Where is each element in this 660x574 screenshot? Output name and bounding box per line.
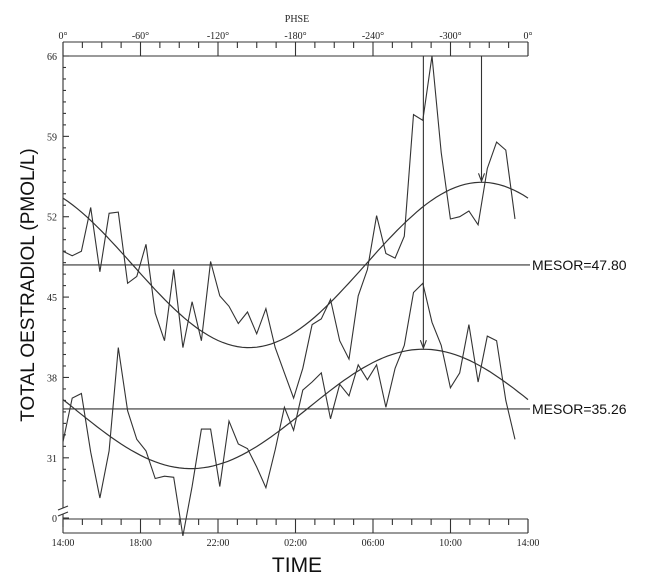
cosinor-curve-1 <box>62 181 529 349</box>
y-axis: 0 31 38 45 52 59 66 <box>47 52 69 525</box>
time-tick-label: 14:00 <box>52 538 75 549</box>
phase-tick-label: -300° <box>439 31 461 42</box>
phase-tick-label: -240° <box>362 31 384 42</box>
y-tick-label: 59 <box>47 132 57 143</box>
cosinor-curve-2 <box>62 348 529 470</box>
y-tick-label: 31 <box>47 454 57 465</box>
time-tick-label: 14:00 <box>517 538 540 549</box>
acrophase-arrows <box>419 56 486 350</box>
acrophase-arrowhead-1 <box>477 173 486 183</box>
time-tick-label: 22:00 <box>207 538 230 549</box>
plot-frame <box>57 55 528 527</box>
phase-tick-label: -60° <box>132 31 149 42</box>
mesor-label-2: MESOR=35.26 <box>532 401 627 417</box>
phase-tick-label: -180° <box>284 31 306 42</box>
series-line-2 <box>62 282 516 537</box>
y-axis-title: TOTAL OESTRADIOL (PMOL/L) <box>18 148 39 421</box>
data-series <box>62 55 516 537</box>
phase-axis-title: PHSE <box>285 14 309 25</box>
y-tick-label: 45 <box>47 293 57 304</box>
y-tick-label: 66 <box>47 52 57 63</box>
y-tick-label: 0 <box>52 514 57 525</box>
phase-tick-label: 0° <box>524 31 533 42</box>
time-tick-label: 18:00 <box>129 538 152 549</box>
cosinor-fits <box>62 181 529 470</box>
phase-tick-label: 0° <box>59 31 68 42</box>
mesor-label-1: MESOR=47.80 <box>532 257 627 273</box>
axis-break-mark <box>57 505 69 511</box>
phase-tick-label: -120° <box>207 31 229 42</box>
y-tick-label: 52 <box>47 213 57 224</box>
x-axis-title: TIME <box>272 554 322 574</box>
y-tick-label: 38 <box>47 373 57 384</box>
time-tick-label: 06:00 <box>362 538 385 549</box>
acrophase-arrowhead-2 <box>419 340 427 350</box>
mesor-lines: MESOR=47.80 MESOR=35.26 <box>63 257 627 417</box>
phase-axis: 0° -60° -120° -180° -240° -300° 0° <box>59 31 533 57</box>
axis-break-mark <box>57 511 69 517</box>
series-line-1 <box>62 55 516 400</box>
time-tick-label: 02:00 <box>284 538 307 549</box>
time-tick-label: 10:00 <box>439 538 462 549</box>
time-axis: 14:00 18:00 22:00 02:00 06:00 10:00 14:00 <box>52 518 540 549</box>
